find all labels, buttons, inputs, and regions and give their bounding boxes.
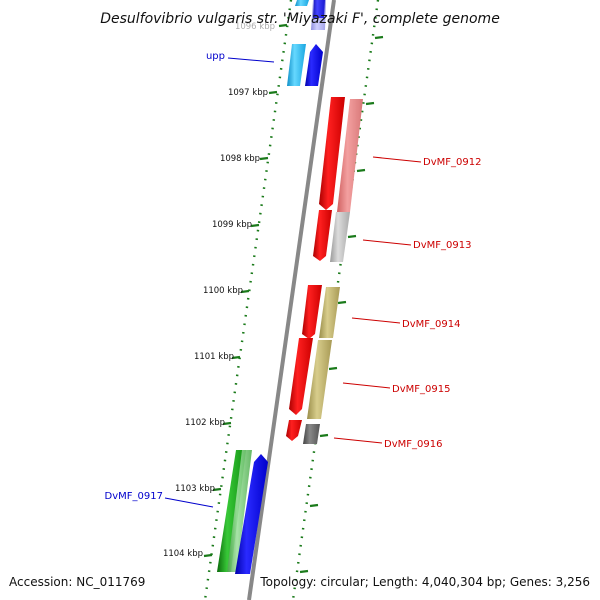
- kbp-labels: 1096 kbp 1097 kbp 1098 kbp 1099 kbp 1100…: [163, 22, 275, 559]
- gene-DvMF_0914-homolog[interactable]: [319, 287, 340, 338]
- gene-DvMF_0915[interactable]: [289, 338, 313, 415]
- outer-ticks: [299, 35, 384, 574]
- gene-DvMF_0916[interactable]: [286, 420, 302, 441]
- gene-upp-cyan[interactable]: [287, 44, 306, 86]
- gene-label-upp[interactable]: upp: [206, 51, 225, 62]
- kbp-label: 1096 kbp: [235, 22, 275, 32]
- gene-DvMF_0912-homolog[interactable]: [337, 99, 363, 212]
- gene-label-DvMF_0913[interactable]: DvMF_0913: [413, 240, 471, 251]
- kbp-label: 1099 kbp: [212, 220, 252, 230]
- genome-backbone: [247, 0, 336, 600]
- kbp-label: 1100 kbp: [203, 286, 243, 296]
- kbp-label: 1103 kbp: [175, 484, 215, 494]
- gene-DvMF_0913-homolog[interactable]: [330, 212, 350, 262]
- gene-DvMF_0915-homolog[interactable]: [307, 340, 332, 419]
- gene-DvMF_0912[interactable]: [319, 97, 345, 210]
- gene-label-DvMF_0917[interactable]: DvMF_0917: [105, 491, 163, 502]
- gene-label-DvMF_0915[interactable]: DvMF_0915: [392, 384, 450, 395]
- gene-DvMF_0914[interactable]: [302, 285, 322, 339]
- genome-summary-text: Topology: circular; Length: 4,040,304 bp…: [259, 575, 590, 589]
- kbp-label: 1104 kbp: [163, 549, 203, 559]
- kbp-label: 1101 kbp: [194, 352, 234, 362]
- gene-label-DvMF_0914[interactable]: DvMF_0914: [402, 319, 460, 330]
- gene-label-DvMF_0916[interactable]: DvMF_0916: [384, 439, 442, 450]
- kbp-ticks: [203, 23, 288, 558]
- gene-DvMF_0916-homolog[interactable]: [303, 424, 320, 444]
- map-title: Desulfovibrio vulgaris str. 'Miyazaki F'…: [100, 11, 500, 27]
- leader-lines: [164, 57, 422, 508]
- accession-text: Accession: NC_011769: [9, 575, 145, 589]
- gene-cyan-top-partial[interactable]: [295, 0, 309, 6]
- kbp-label: 1102 kbp: [185, 418, 225, 428]
- kbp-label: 1097 kbp: [228, 88, 268, 98]
- gene-label-DvMF_0912[interactable]: DvMF_0912: [423, 157, 481, 168]
- gene-DvMF_0913[interactable]: [313, 210, 332, 261]
- gene-DvMF_0917[interactable]: [235, 454, 268, 574]
- kbp-label: 1098 kbp: [220, 154, 260, 164]
- gene-upp[interactable]: [305, 44, 323, 86]
- gene-green-rna-2[interactable]: [227, 450, 252, 572]
- gene-blue-top-partial[interactable]: [313, 0, 325, 18]
